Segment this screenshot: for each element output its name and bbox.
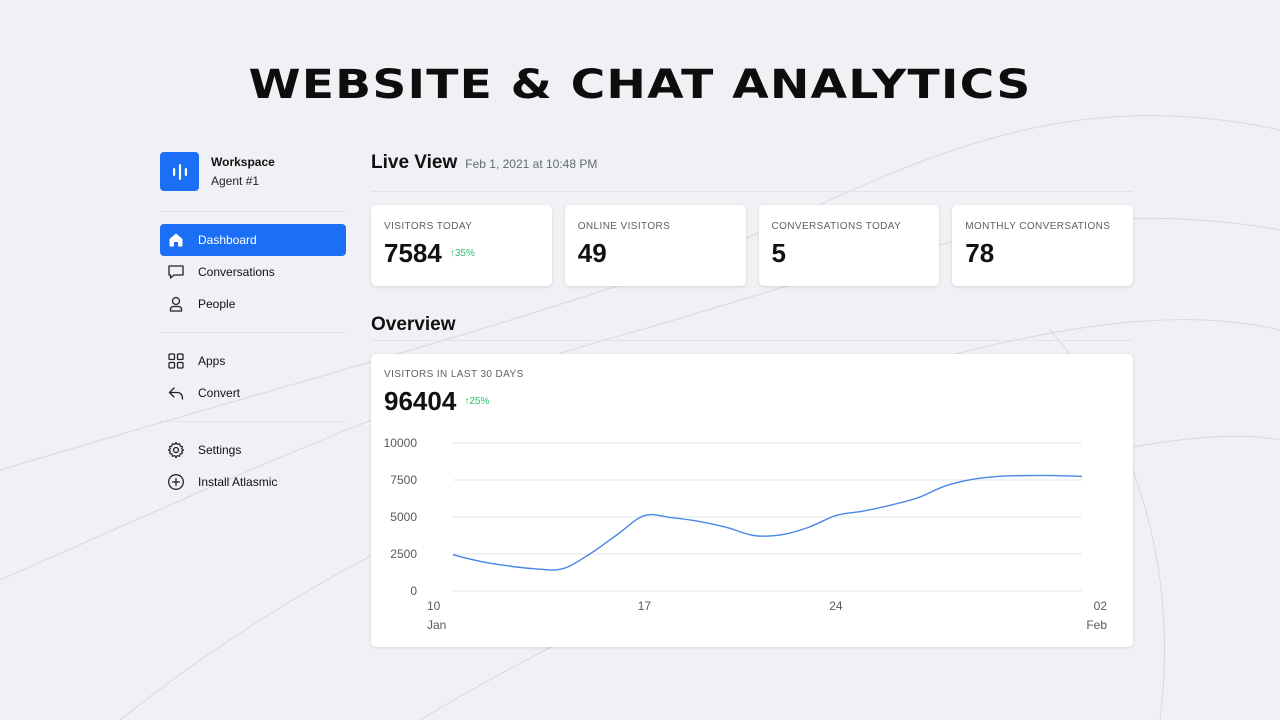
sidebar-item-label: Conversations — [198, 265, 275, 279]
sidebar-item-label: Convert — [198, 386, 241, 400]
stat-value: 49 — [577, 238, 607, 268]
sidebar-item-label: People — [198, 297, 236, 311]
x-tick-label: 02 — [1094, 599, 1108, 613]
x-tick-label: 24 — [829, 599, 843, 613]
chart-delta-badge: ↑25% — [464, 396, 490, 407]
workspace-switcher[interactable]: Workspace Agent #1 — [160, 152, 346, 191]
sidebar-divider — [160, 421, 346, 422]
home-icon — [167, 231, 185, 249]
sidebar: Workspace Agent #1 Dashboard Conversatio… — [160, 152, 346, 510]
audio-bars-icon — [160, 152, 199, 191]
stat-label: ONLINE VISITORS — [577, 221, 671, 232]
sidebar-item-label: Install Atlasmic — [198, 475, 278, 489]
sidebar-item-apps[interactable]: Apps — [160, 345, 346, 377]
sidebar-item-convert[interactable]: Convert — [160, 377, 346, 409]
chart-total-value: 96404 — [384, 386, 457, 416]
stat-cards: VISITORS TODAY 7584 ↑35% ONLINE VISITORS… — [371, 205, 1133, 286]
y-tick-label: 10000 — [384, 436, 418, 450]
live-view-timestamp: Feb 1, 2021 at 10:48 PM — [465, 157, 598, 171]
sidebar-divider — [160, 332, 346, 333]
stat-delta-badge: ↑35% — [449, 248, 475, 259]
series-line — [452, 474, 1083, 571]
sidebar-item-label: Dashboard — [198, 233, 257, 247]
y-tick-label: 2500 — [390, 547, 417, 561]
stat-value: 7584 — [384, 238, 442, 268]
x-tick-sublabel: Feb — [1086, 618, 1107, 632]
live-view-title: Live View — [371, 152, 458, 173]
stat-card-visitors-today[interactable]: VISITORS TODAY 7584 ↑35% — [371, 205, 552, 286]
grid-icon — [167, 352, 185, 370]
visitors-line-chart[interactable]: 0 2500 5000 7500 10000 10 Jan 17 24 02 Feb — [371, 434, 1133, 647]
reply-icon — [167, 384, 185, 402]
visitors-chart-card: VISITORS IN LAST 30 DAYS 96404 ↑25% 0 250… — [371, 354, 1133, 647]
overview-title: Overview — [371, 314, 456, 335]
overview-header: Overview — [371, 314, 1133, 338]
sidebar-item-install[interactable]: Install Atlasmic — [160, 466, 346, 498]
sidebar-item-people[interactable]: People — [160, 288, 346, 320]
sidebar-item-conversations[interactable]: Conversations — [160, 256, 346, 288]
y-tick-label: 0 — [410, 584, 417, 598]
nav-group-tools: Apps Convert — [160, 333, 346, 421]
live-view-header: Live View Feb 1, 2021 at 10:48 PM — [371, 152, 1133, 182]
stat-value: 5 — [771, 238, 786, 268]
workspace-agent: Agent #1 — [211, 173, 260, 188]
y-tick-label: 5000 — [390, 510, 417, 524]
y-tick-label: 7500 — [390, 473, 417, 487]
main-content: Live View Feb 1, 2021 at 10:48 PM VISITO… — [371, 152, 1133, 647]
sidebar-divider — [160, 211, 346, 212]
sidebar-item-label: Apps — [198, 354, 226, 368]
nav-group-main: Dashboard Conversations People — [160, 212, 346, 332]
person-icon — [167, 295, 185, 313]
section-divider — [371, 191, 1133, 192]
sidebar-item-label: Settings — [198, 443, 242, 457]
plus-circle-icon — [167, 473, 185, 491]
stat-label: VISITORS TODAY — [384, 221, 473, 232]
sidebar-item-settings[interactable]: Settings — [160, 434, 346, 466]
x-tick-label: 17 — [638, 599, 652, 613]
workspace-title: Workspace — [211, 154, 275, 169]
chat-bubble-icon — [167, 263, 185, 281]
stat-card-monthly-conversations[interactable]: MONTHLY CONVERSATIONS 78 — [952, 205, 1133, 286]
section-divider — [371, 340, 1133, 341]
nav-group-settings: Settings Install Atlasmic — [160, 422, 346, 510]
x-tick-label: 10 — [427, 599, 441, 613]
stat-label: MONTHLY CONVERSATIONS — [965, 221, 1111, 232]
stat-card-conversations-today[interactable]: CONVERSATIONS TODAY 5 — [758, 205, 940, 286]
stat-card-online-visitors[interactable]: ONLINE VISITORS 49 — [564, 205, 746, 286]
stat-label: CONVERSATIONS TODAY — [771, 221, 902, 232]
hero-title: WEBSITE & CHAT ANALYTICS — [248, 62, 1032, 108]
stat-value: 78 — [965, 238, 995, 268]
sidebar-item-dashboard[interactable]: Dashboard — [160, 224, 346, 256]
x-tick-sublabel: Jan — [427, 618, 446, 632]
chart-label: VISITORS IN LAST 30 DAYS — [384, 369, 524, 380]
gear-icon — [167, 441, 185, 459]
